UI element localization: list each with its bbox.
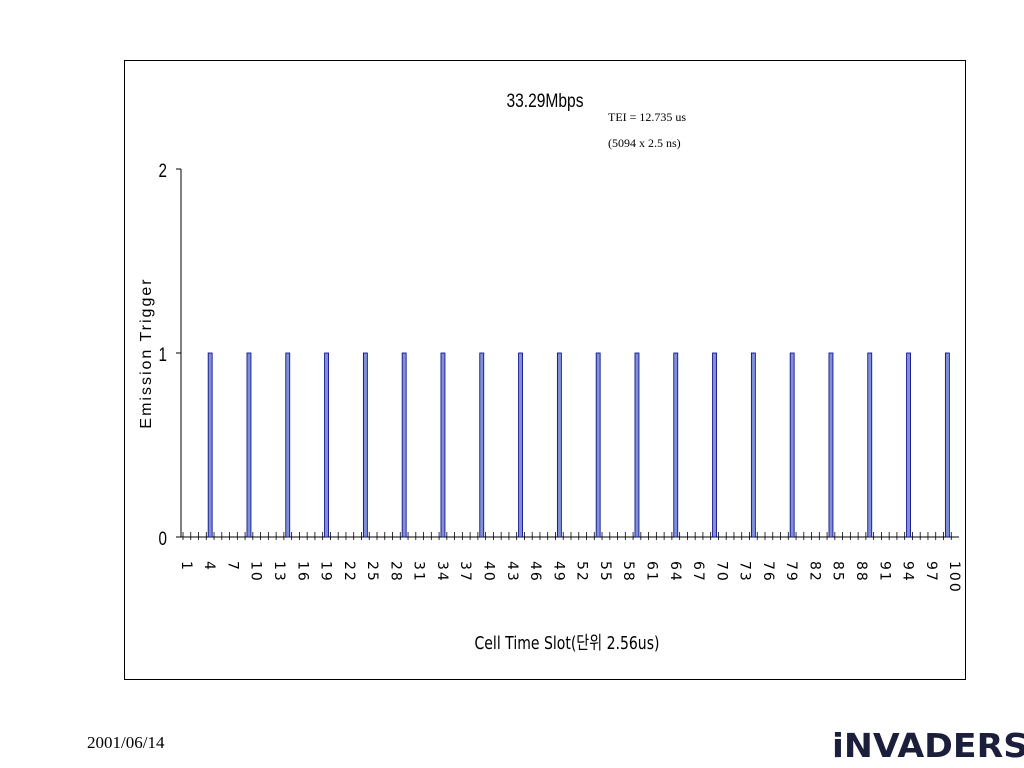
bar bbox=[634, 352, 640, 538]
bar bbox=[285, 352, 291, 538]
x-tick-label: 22 bbox=[341, 561, 357, 583]
annotation-calc: (5094 x 2.5 ns) bbox=[608, 136, 681, 150]
chart-svg: 33.29Mbps TEI = 12.735 us (5094 x 2.5 ns… bbox=[138, 90, 963, 654]
x-tick-label: 10 bbox=[248, 561, 264, 583]
chart-title: 33.29Mbps bbox=[506, 90, 583, 112]
footer-date: 2001/06/14 bbox=[87, 733, 165, 752]
x-tick-label: 52 bbox=[574, 561, 590, 583]
x-tick-label: 28 bbox=[387, 561, 403, 583]
x-tick-label: 55 bbox=[597, 561, 613, 583]
bar bbox=[595, 352, 601, 538]
x-tick-label: 67 bbox=[690, 561, 706, 583]
x-tick-label: 4 bbox=[201, 561, 217, 572]
bar bbox=[789, 352, 795, 538]
bar bbox=[673, 352, 679, 538]
x-tick-label: 94 bbox=[900, 561, 916, 583]
chart-frame: 33.29Mbps TEI = 12.735 us (5094 x 2.5 ns… bbox=[124, 60, 966, 680]
x-tick-label: 40 bbox=[481, 561, 497, 583]
bar bbox=[518, 352, 523, 538]
y-tick-label: 0 bbox=[159, 527, 167, 549]
x-tick-label: 49 bbox=[550, 561, 566, 583]
x-tick-label: 43 bbox=[504, 561, 520, 583]
x-tick-label: 64 bbox=[667, 561, 683, 583]
bar bbox=[944, 352, 950, 538]
x-tick-label: 61 bbox=[643, 561, 659, 583]
x-tick-label: 97 bbox=[923, 561, 939, 583]
bar bbox=[324, 352, 329, 538]
x-axis-label: Cell Time Slot(단위 2.56us) bbox=[475, 632, 660, 653]
y-tick-label: 1 bbox=[159, 343, 167, 365]
x-tick-label: 88 bbox=[853, 561, 869, 583]
x-tick-label: 85 bbox=[830, 561, 846, 583]
x-tick-label: 73 bbox=[737, 561, 753, 583]
bar bbox=[401, 352, 407, 538]
brand-logo: iNVADERS bbox=[832, 726, 1024, 765]
bar bbox=[440, 352, 446, 538]
bar bbox=[750, 352, 756, 538]
x-tick-label: 16 bbox=[294, 561, 310, 583]
bar bbox=[556, 352, 562, 538]
bar bbox=[246, 352, 252, 538]
bar bbox=[867, 352, 873, 538]
x-tick-label: 13 bbox=[271, 561, 287, 583]
x-tick-label: 25 bbox=[364, 561, 380, 583]
annotation-tei: TEI = 12.735 us bbox=[608, 110, 686, 124]
x-tick-label: 1 bbox=[178, 561, 194, 572]
x-tick-label: 76 bbox=[760, 561, 776, 583]
x-tick-label: 58 bbox=[620, 561, 636, 583]
x-tick-label: 46 bbox=[527, 561, 543, 583]
x-tick-label: 19 bbox=[318, 561, 334, 583]
x-tick-label: 34 bbox=[434, 561, 450, 583]
bar bbox=[207, 352, 213, 538]
y-tick-label: 2 bbox=[159, 159, 167, 181]
x-tick-label: 100 bbox=[946, 561, 962, 594]
bar bbox=[712, 352, 717, 538]
x-tick-label: 70 bbox=[713, 561, 729, 583]
bar bbox=[362, 352, 368, 538]
bar bbox=[906, 352, 911, 538]
x-tick-label: 91 bbox=[876, 561, 892, 583]
x-tick-label: 37 bbox=[457, 561, 473, 583]
x-tick-label: 31 bbox=[411, 561, 427, 583]
bar bbox=[479, 352, 485, 538]
bar bbox=[828, 352, 834, 538]
y-axis-label: Emission Trigger bbox=[138, 277, 155, 428]
x-tick-label: 7 bbox=[224, 561, 240, 572]
x-tick-label: 79 bbox=[783, 561, 799, 583]
x-tick-label: 82 bbox=[806, 561, 822, 583]
